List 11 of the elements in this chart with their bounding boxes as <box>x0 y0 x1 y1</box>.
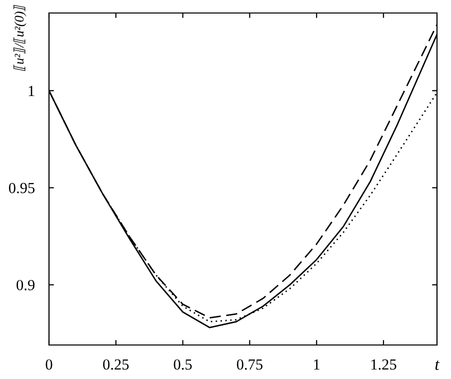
y-tick-label: 1 <box>28 86 34 96</box>
x-tick-label: 0.75 <box>236 359 262 370</box>
x-tick-label: 1 <box>314 359 320 370</box>
y-tick-label: 0.95 <box>8 182 35 194</box>
x-tick-label: 0 <box>46 359 52 370</box>
y-axis-title: ⟦u²⟧/⟦u²(0)⟧ <box>13 4 26 71</box>
y-tick-label: 0.9 <box>16 280 34 290</box>
x-tick-label: 0.25 <box>103 359 129 370</box>
x-tick-label: 1.25 <box>371 359 396 370</box>
x-axis-title: t <box>435 360 440 370</box>
x-tick-label: 0.5 <box>174 359 192 370</box>
